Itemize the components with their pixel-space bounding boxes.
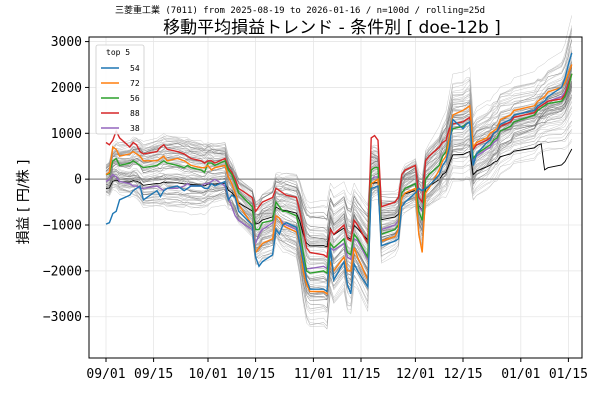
x-tick-label: 01/15	[549, 367, 588, 382]
series-line-56	[105, 73, 573, 275]
background-line	[105, 120, 573, 288]
background-line	[105, 76, 573, 220]
y-ticks: −3000 −2000 −1000 0 1000 2000 3000	[43, 35, 89, 325]
background-line	[105, 107, 573, 245]
y-tick-label: 1000	[51, 127, 82, 142]
x-tick-label: 01/01	[501, 367, 540, 382]
chart-title: 移動平均損益トレンド - 条件別 [ doe-12b ]	[163, 18, 501, 38]
background-line	[105, 125, 572, 277]
x-tick-label: 11/01	[294, 367, 333, 382]
x-tick-label: 10/15	[236, 367, 275, 382]
background-line	[105, 66, 573, 293]
background-line	[105, 67, 573, 330]
background-line	[105, 81, 573, 239]
background-line	[105, 52, 573, 234]
background-line	[105, 138, 573, 267]
background-line	[105, 15, 573, 269]
x-tick-label: 09/15	[134, 367, 173, 382]
background-line	[105, 30, 573, 281]
y-tick-label: −2000	[43, 264, 82, 279]
background-line	[105, 51, 573, 244]
background-line	[105, 131, 573, 281]
background-line	[105, 28, 573, 261]
y-tick-label: 3000	[51, 35, 82, 50]
y-axis-label: 損益 [ 円/株 ]	[16, 160, 32, 245]
legend-label: 56	[130, 94, 140, 103]
legend-title: top 5	[106, 48, 130, 57]
legend-box	[95, 44, 145, 135]
background-line	[105, 85, 573, 221]
x-tick-label: 10/01	[188, 367, 227, 382]
x-tick-label: 12/01	[396, 367, 435, 382]
y-tick-label: 2000	[51, 81, 82, 96]
background-line	[105, 60, 573, 290]
x-tick-label: 11/15	[341, 367, 380, 382]
legend-label: 88	[130, 109, 140, 118]
series-line-88	[105, 73, 573, 259]
legend-label: 38	[130, 124, 140, 133]
background-line	[105, 69, 573, 231]
background-line	[105, 71, 573, 314]
plot-frame	[88, 36, 583, 359]
series-lines	[105, 52, 573, 296]
legend-label: 54	[130, 64, 140, 73]
series-line-72	[105, 64, 573, 296]
x-ticks: 09/01 09/15 10/01 10/15 11/01 11/15 12/01 12/15…	[86, 358, 588, 382]
series-line-38	[105, 73, 573, 270]
x-tick-label: 12/15	[443, 367, 482, 382]
y-tick-label: −3000	[43, 310, 82, 325]
chart-subtitle: 三菱重工業 (7011) from 2025-08-19 to 2026-01-…	[115, 4, 485, 16]
background-line	[105, 93, 573, 209]
x-tick-label: 09/01	[86, 367, 125, 382]
legend: top 5 54 72 56 88 38	[95, 44, 145, 135]
background-line	[105, 74, 573, 264]
y-tick-label: −1000	[43, 219, 82, 234]
series-line-54	[105, 52, 573, 295]
y-tick-label: 0	[74, 173, 82, 188]
legend-label: 72	[130, 79, 140, 88]
background-line	[105, 39, 573, 275]
background-line	[105, 71, 573, 327]
